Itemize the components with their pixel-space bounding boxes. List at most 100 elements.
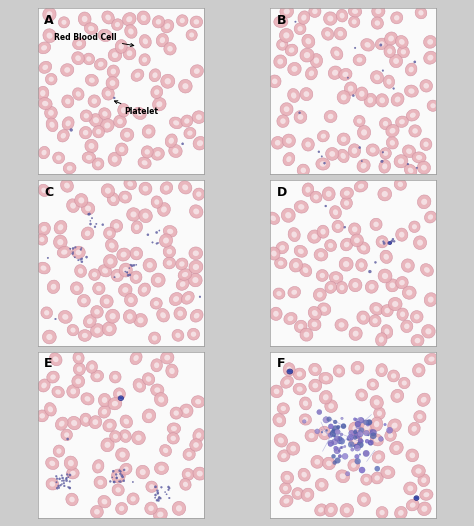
Ellipse shape [405, 262, 411, 269]
Ellipse shape [288, 228, 300, 241]
Ellipse shape [357, 159, 370, 173]
Ellipse shape [154, 508, 167, 521]
Ellipse shape [394, 155, 408, 168]
Ellipse shape [409, 221, 420, 232]
Circle shape [416, 167, 418, 169]
Ellipse shape [349, 433, 362, 447]
Circle shape [383, 240, 384, 242]
Ellipse shape [180, 404, 193, 418]
Ellipse shape [303, 91, 310, 97]
Ellipse shape [407, 485, 413, 491]
Ellipse shape [36, 234, 48, 245]
Ellipse shape [401, 49, 406, 55]
Ellipse shape [194, 68, 200, 74]
Ellipse shape [348, 86, 354, 92]
Ellipse shape [109, 80, 115, 86]
Circle shape [346, 471, 350, 476]
Ellipse shape [336, 281, 347, 294]
Ellipse shape [142, 373, 155, 385]
Ellipse shape [163, 448, 168, 453]
Circle shape [81, 247, 82, 249]
Circle shape [339, 438, 345, 444]
Ellipse shape [386, 137, 398, 149]
Ellipse shape [305, 492, 310, 498]
Circle shape [357, 441, 364, 448]
Circle shape [55, 481, 57, 483]
Ellipse shape [289, 370, 292, 373]
Ellipse shape [41, 188, 46, 193]
Circle shape [113, 97, 115, 99]
Ellipse shape [357, 242, 370, 254]
Ellipse shape [341, 94, 346, 100]
Ellipse shape [78, 12, 91, 26]
Ellipse shape [366, 144, 379, 156]
Circle shape [199, 296, 201, 298]
Circle shape [115, 473, 117, 476]
Circle shape [55, 318, 56, 320]
Ellipse shape [107, 193, 119, 206]
Ellipse shape [41, 226, 47, 232]
Ellipse shape [337, 368, 342, 374]
Circle shape [120, 471, 121, 472]
Ellipse shape [101, 409, 107, 414]
Ellipse shape [184, 118, 190, 124]
Ellipse shape [428, 297, 434, 302]
Circle shape [157, 493, 158, 494]
Ellipse shape [331, 47, 343, 60]
Ellipse shape [378, 269, 392, 283]
Ellipse shape [381, 325, 393, 338]
Circle shape [357, 431, 363, 437]
Ellipse shape [299, 414, 311, 425]
Circle shape [57, 485, 60, 487]
Ellipse shape [317, 292, 323, 298]
Ellipse shape [270, 307, 282, 320]
Ellipse shape [128, 297, 134, 303]
Ellipse shape [115, 272, 120, 278]
Ellipse shape [410, 452, 415, 458]
Ellipse shape [112, 401, 118, 407]
Ellipse shape [92, 460, 104, 473]
Circle shape [74, 257, 75, 258]
Ellipse shape [80, 413, 91, 427]
Ellipse shape [139, 182, 152, 195]
Ellipse shape [37, 42, 51, 54]
Circle shape [81, 258, 83, 260]
Ellipse shape [272, 78, 278, 84]
Ellipse shape [303, 267, 308, 273]
Ellipse shape [127, 493, 139, 505]
Ellipse shape [412, 465, 425, 477]
Ellipse shape [321, 306, 327, 312]
Circle shape [160, 498, 161, 499]
Ellipse shape [421, 199, 427, 205]
Text: Platelet: Platelet [114, 100, 158, 116]
Circle shape [359, 453, 361, 456]
Circle shape [155, 485, 157, 488]
Ellipse shape [120, 397, 123, 399]
Ellipse shape [152, 72, 157, 78]
Ellipse shape [133, 275, 139, 280]
Ellipse shape [371, 472, 383, 484]
Ellipse shape [418, 474, 430, 487]
Ellipse shape [46, 118, 58, 132]
Circle shape [69, 487, 70, 489]
Ellipse shape [83, 53, 95, 65]
Circle shape [369, 441, 371, 443]
Circle shape [127, 272, 128, 274]
Circle shape [315, 429, 319, 434]
Ellipse shape [285, 212, 292, 218]
Circle shape [323, 162, 326, 164]
Ellipse shape [155, 462, 169, 474]
Ellipse shape [91, 306, 103, 318]
Ellipse shape [428, 55, 433, 60]
Ellipse shape [177, 310, 183, 317]
Ellipse shape [311, 456, 324, 468]
Ellipse shape [70, 388, 76, 394]
Ellipse shape [281, 471, 294, 484]
Ellipse shape [65, 120, 71, 126]
Ellipse shape [391, 373, 396, 379]
Ellipse shape [364, 424, 370, 430]
Ellipse shape [183, 408, 189, 414]
Circle shape [354, 444, 357, 448]
Ellipse shape [420, 79, 432, 92]
Ellipse shape [335, 224, 340, 229]
